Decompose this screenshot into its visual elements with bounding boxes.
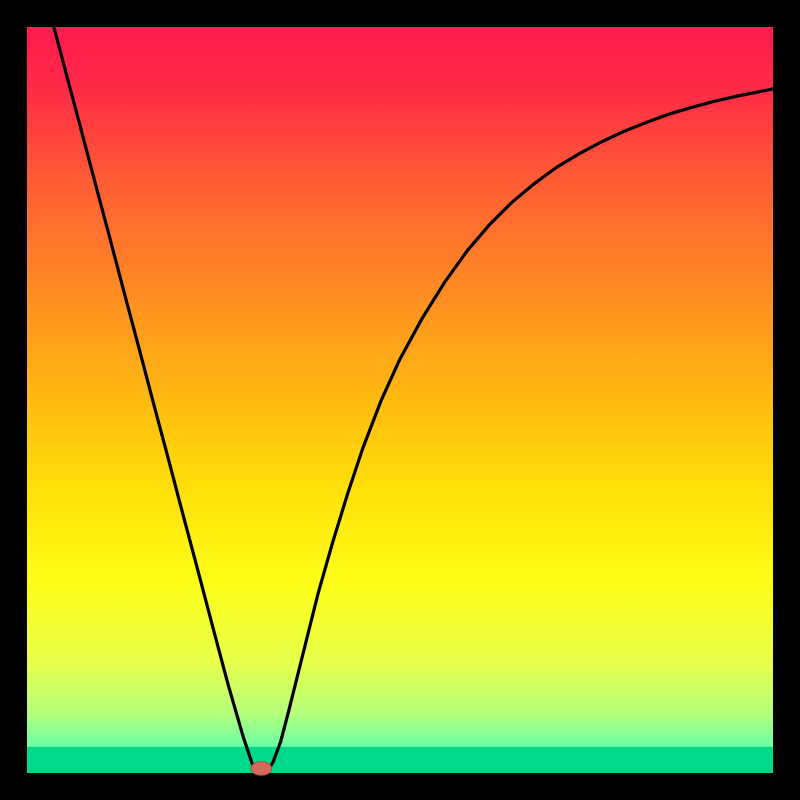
- green-band: [27, 747, 773, 773]
- optimum-marker: [251, 762, 272, 775]
- figure-outer: TheBottleneck.com: [0, 0, 800, 800]
- plot-background: [27, 27, 773, 773]
- chart-canvas: [0, 0, 800, 800]
